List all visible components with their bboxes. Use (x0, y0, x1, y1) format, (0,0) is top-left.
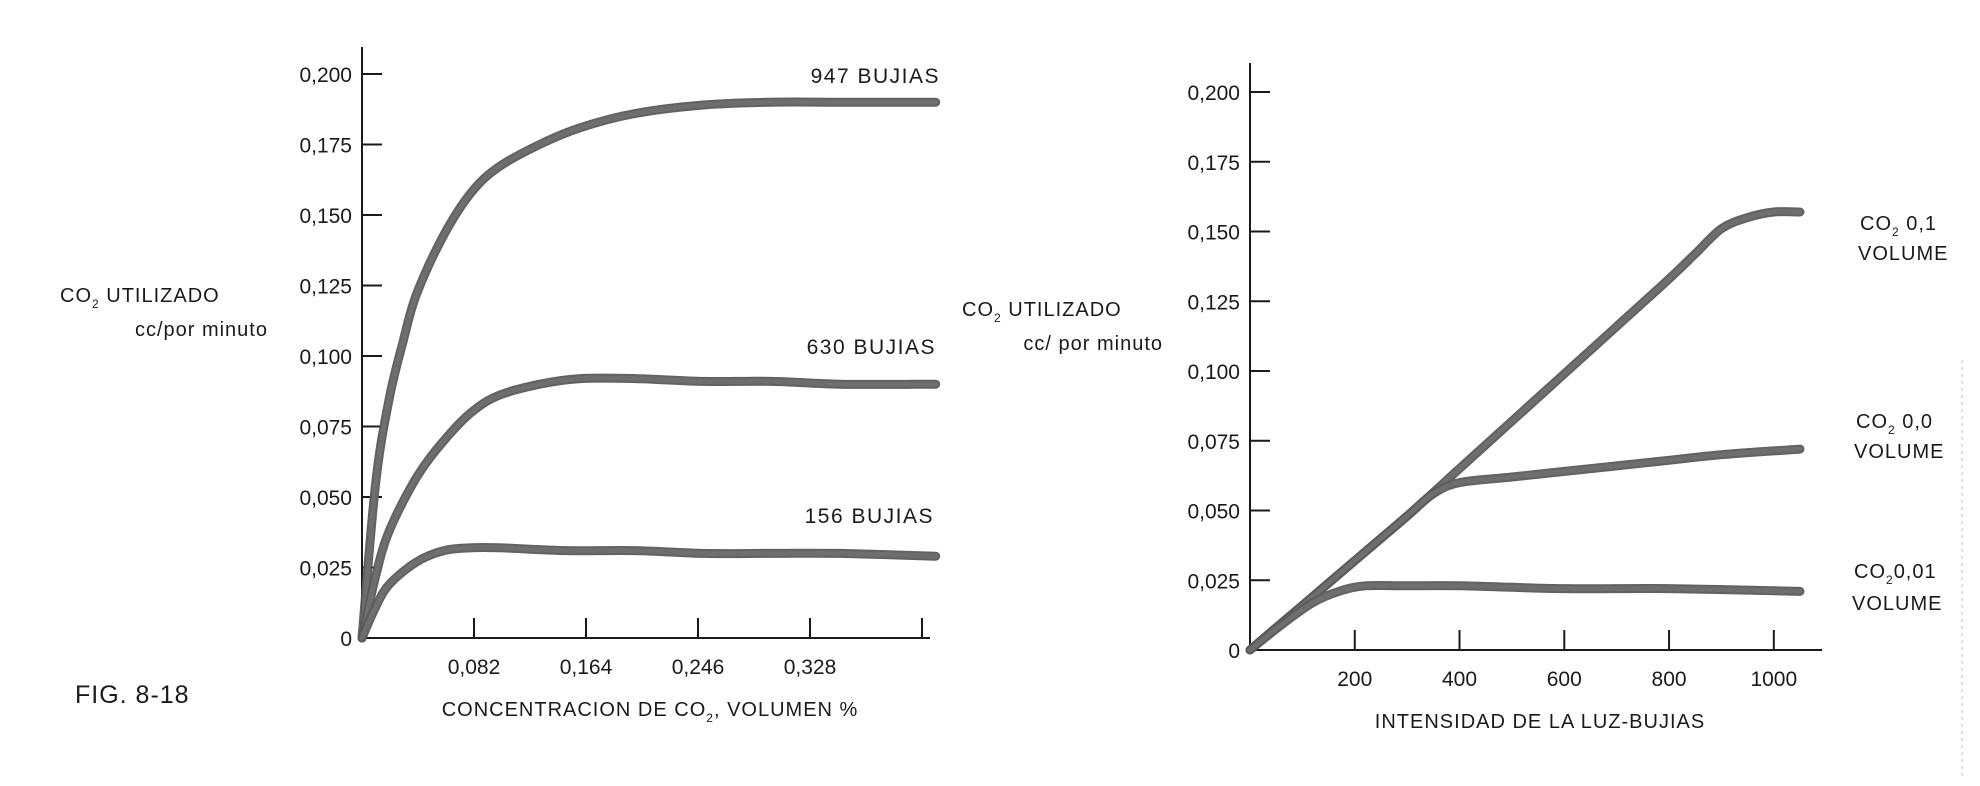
left-y-axis-label-line2: cc/por minuto (135, 319, 268, 341)
l-x-tick-label: 0,246 (672, 656, 725, 679)
right-series-label-co2-0-1: CO2 0,1 VOLUME (1858, 213, 1948, 265)
r-y-tick-label: 0,050 (1187, 501, 1240, 524)
l-y-tick-label: 0,025 (299, 558, 352, 581)
svg-text:CO20,01: CO20,01 (1854, 561, 1937, 587)
l-series-2 (357, 542, 941, 643)
left-y-ticks: 0 0,025 0,050 0,075 0,100 0,125 0,150 0,175 0,20… (299, 64, 382, 651)
r-x-tick-label: 1000 (1750, 668, 1797, 691)
r-series-line-1 (1245, 444, 1805, 655)
r-x-tick-label: 800 (1652, 668, 1687, 691)
l-series-line-core-1 (359, 375, 939, 641)
l-series-line-core-2 (359, 544, 939, 641)
svg-text:CO2 0,0: CO2 0,0 (1856, 411, 1933, 437)
l-y-tick-label: 0,075 (299, 417, 352, 440)
svg-text:CO2 0,1: CO2 0,1 (1860, 213, 1937, 239)
chart-light-intensity: 0 0,025 0,050 0,075 0,100 0,125 0,150 0,175 0,20… (962, 63, 1963, 780)
r-y-tick-label: 0,075 (1187, 431, 1240, 454)
r-y-tick-label: 0,150 (1187, 222, 1240, 245)
r-y-tick-label: 0,125 (1187, 291, 1240, 314)
l-y-tick-label: 0,175 (299, 135, 352, 158)
l-y-tick-label: 0,150 (299, 205, 352, 228)
chart-concentration: 0 0,025 0,050 0,075 0,100 0,125 0,150 0,175 0,20… (60, 47, 941, 725)
r-y-tick-label: 0,200 (1187, 82, 1240, 105)
right-x-axis-label: INTENSIDAD DE LA LUZ-BUJIAS (1375, 711, 1705, 733)
r-series-1 (1245, 444, 1805, 655)
left-series-label-156: 156 BUJIAS (805, 505, 934, 528)
figure-label: FIG. 8-18 (75, 681, 190, 709)
left-y-axis-label-line1: CO2 UTILIZADO (60, 285, 220, 311)
l-x-tick-label: 0,328 (784, 656, 837, 679)
l-series-line-core-0 (359, 99, 939, 641)
l-y-tick-label: 0,050 (299, 487, 352, 510)
svg-text:VOLUME: VOLUME (1858, 243, 1948, 265)
r-y-tick-label: 0,175 (1187, 152, 1240, 175)
r-x-tick-label: 600 (1547, 668, 1582, 691)
r-x-tick-label: 400 (1442, 668, 1477, 691)
r-y-tick-label: 0,100 (1187, 361, 1240, 384)
left-series-label-630: 630 BUJIAS (807, 336, 936, 359)
left-x-ticks: 0,082 0,164 0,246 0,328 (448, 618, 923, 679)
l-y-tick-label: 0 (340, 628, 352, 651)
l-y-tick-label: 0,200 (299, 64, 352, 87)
left-x-axis-label: CONCENTRACION DE CO2, VOLUMEN % (442, 699, 859, 725)
r-y-tick-label: 0,025 (1187, 570, 1240, 593)
r-series-line-core-1 (1247, 446, 1803, 653)
right-series-label-co2-0-0: CO2 0,0 VOLUME (1854, 411, 1944, 463)
svg-text:VOLUME: VOLUME (1854, 441, 1944, 463)
l-series-line-2 (357, 542, 941, 643)
l-series-1 (357, 373, 941, 643)
r-y-tick-label: 0 (1228, 640, 1240, 663)
r-series-2 (1245, 580, 1805, 655)
left-series (357, 97, 941, 643)
right-y-axis-label-line2: cc/ por minuto (1023, 333, 1163, 355)
l-y-tick-label: 0,125 (299, 276, 352, 299)
right-series (1245, 207, 1805, 655)
right-series-label-co2-0-01: CO20,01 VOLUME (1852, 561, 1942, 615)
r-x-tick-label: 200 (1337, 668, 1372, 691)
right-x-ticks: 200 400 600 800 1000 (1337, 630, 1797, 691)
right-y-ticks: 0 0,025 0,050 0,075 0,100 0,125 0,150 0,175 0,20… (1187, 82, 1270, 663)
l-x-tick-label: 0,082 (448, 656, 501, 679)
l-series-0 (357, 97, 941, 643)
right-axes (1249, 63, 1822, 651)
right-y-axis-label-line1: CO2 UTILIZADO (962, 299, 1122, 325)
l-y-tick-label: 0,100 (299, 346, 352, 369)
r-series-line-core-2 (1247, 582, 1803, 653)
l-x-tick-label: 0,164 (560, 656, 613, 679)
svg-text:VOLUME: VOLUME (1852, 593, 1942, 615)
left-series-label-947: 947 BUJIAS (811, 65, 940, 88)
